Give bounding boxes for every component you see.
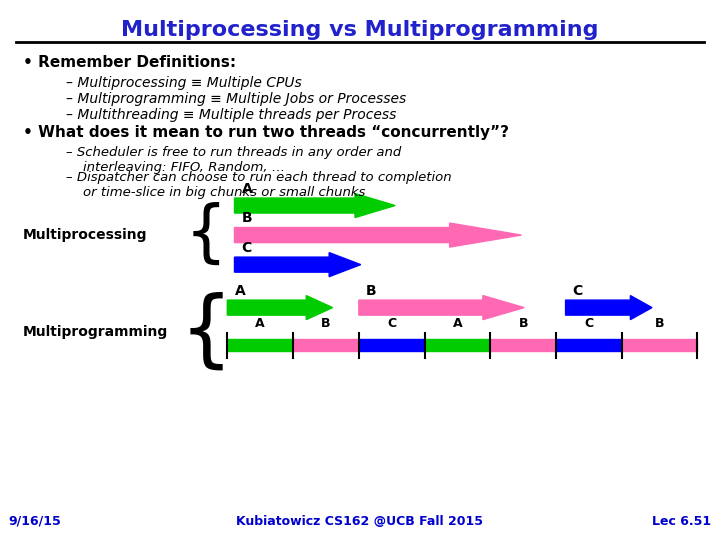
Text: Kubiatowicz CS162 @UCB Fall 2015: Kubiatowicz CS162 @UCB Fall 2015	[236, 515, 484, 528]
Bar	[293, 339, 359, 351]
FancyArrow shape	[235, 223, 521, 247]
Text: – Multiprogramming ≡ Multiple Jobs or Processes: – Multiprogramming ≡ Multiple Jobs or Pr…	[66, 92, 406, 106]
Text: C: C	[572, 284, 583, 298]
Text: A: A	[242, 182, 253, 196]
Text: B: B	[242, 212, 252, 225]
Text: C: C	[242, 241, 252, 255]
Text: – Multithreading ≡ Multiple threads per Process: – Multithreading ≡ Multiple threads per …	[66, 108, 396, 122]
Text: B: B	[321, 316, 330, 329]
Text: {: {	[184, 202, 227, 268]
Text: – Scheduler is free to run threads in any order and
    interleaving: FIFO, Rand: – Scheduler is free to run threads in an…	[66, 146, 401, 174]
Text: B: B	[366, 284, 377, 298]
FancyArrow shape	[235, 193, 395, 218]
Text: • Remember Definitions:: • Remember Definitions:	[23, 55, 236, 70]
FancyArrow shape	[565, 295, 652, 320]
FancyArrow shape	[235, 253, 361, 276]
Text: C: C	[585, 316, 593, 329]
Text: – Multiprocessing ≡ Multiple CPUs: – Multiprocessing ≡ Multiple CPUs	[66, 76, 302, 90]
Bar	[556, 339, 622, 351]
Text: Multiprocessing vs Multiprogramming: Multiprocessing vs Multiprogramming	[121, 20, 599, 40]
Bar	[425, 339, 490, 351]
Text: C: C	[387, 316, 396, 329]
Bar	[359, 339, 425, 351]
Text: B: B	[654, 316, 665, 329]
Text: Lec 6.51: Lec 6.51	[652, 515, 711, 528]
Bar	[490, 339, 556, 351]
Text: Multiprogramming: Multiprogramming	[23, 325, 168, 339]
Text: B: B	[518, 316, 528, 329]
Text: A: A	[256, 316, 265, 329]
FancyArrow shape	[228, 295, 333, 320]
Bar	[228, 339, 293, 351]
Text: 9/16/15: 9/16/15	[9, 515, 61, 528]
Bar	[622, 339, 697, 351]
Text: {: {	[179, 291, 233, 372]
Text: • What does it mean to run two threads “concurrently”?: • What does it mean to run two threads “…	[23, 125, 509, 140]
Text: Multiprocessing: Multiprocessing	[23, 228, 148, 242]
Text: A: A	[453, 316, 462, 329]
Text: – Dispatcher can choose to run each thread to completion
    or time-slice in bi: – Dispatcher can choose to run each thre…	[66, 171, 451, 199]
FancyArrow shape	[359, 295, 524, 320]
Text: A: A	[235, 284, 246, 298]
